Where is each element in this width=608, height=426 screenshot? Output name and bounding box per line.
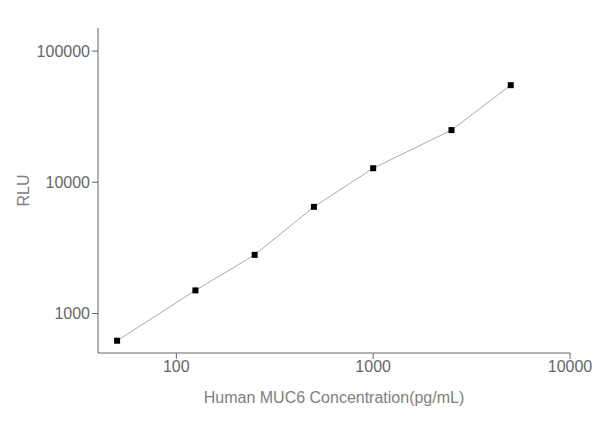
- svg-text:Human MUC6 Concentration(pg/mL: Human MUC6 Concentration(pg/mL): [204, 389, 465, 406]
- svg-text:10000: 10000: [548, 358, 593, 375]
- svg-text:100000: 100000: [37, 43, 90, 60]
- svg-text:RLU: RLU: [15, 174, 32, 206]
- svg-text:1000: 1000: [54, 305, 90, 322]
- svg-text:1000: 1000: [355, 358, 391, 375]
- svg-text:10000: 10000: [46, 174, 91, 191]
- svg-text:100: 100: [163, 358, 190, 375]
